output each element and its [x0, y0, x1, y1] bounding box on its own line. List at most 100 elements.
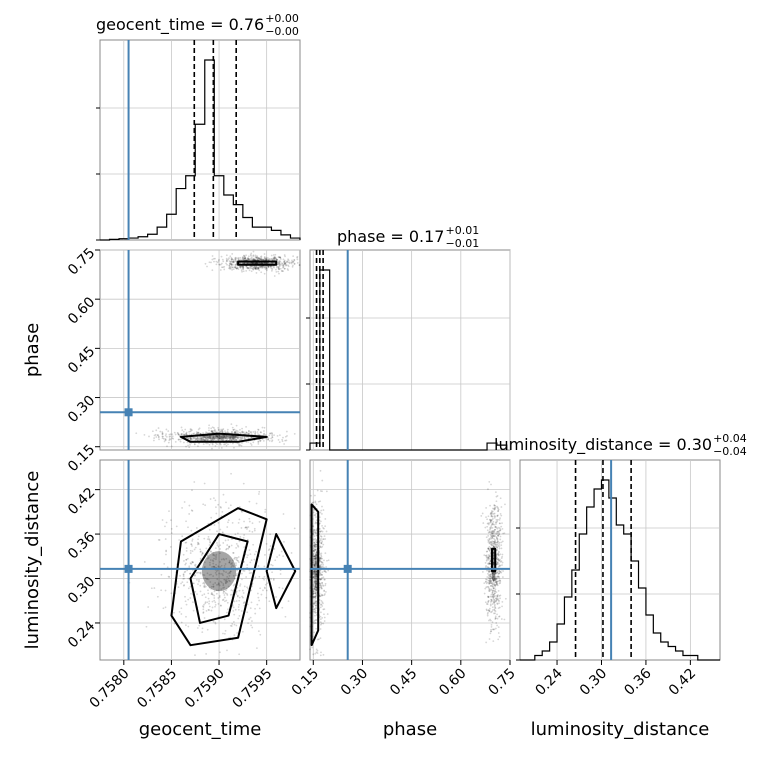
sample-point	[313, 555, 316, 558]
sample-point	[267, 265, 270, 268]
sample-point	[241, 436, 244, 439]
sample-point	[278, 586, 281, 589]
sample-point	[490, 630, 493, 633]
sample-point	[496, 549, 499, 551]
contour-line	[265, 533, 297, 610]
sample-point	[324, 569, 326, 572]
sample-point	[221, 436, 224, 439]
sample-point	[498, 547, 501, 550]
sample-point	[491, 577, 493, 580]
sample-point	[228, 545, 231, 548]
sample-point	[320, 622, 323, 625]
sample-point	[148, 435, 150, 438]
sample-point	[233, 436, 236, 439]
sample-point	[494, 578, 496, 580]
sample-point	[498, 606, 501, 609]
sample-point	[314, 601, 317, 603]
histogram-geocent_time	[100, 59, 301, 241]
sample-point	[489, 562, 491, 565]
sample-point	[214, 434, 217, 437]
sample-point	[488, 588, 491, 591]
sample-point	[216, 435, 219, 438]
sample-point	[314, 563, 317, 566]
sample-point	[238, 266, 241, 268]
sample-point	[498, 595, 501, 597]
sample-point	[168, 576, 171, 578]
sample-point	[218, 594, 221, 597]
sample-point	[489, 518, 491, 521]
sample-point	[226, 601, 229, 604]
sample-point	[312, 530, 315, 533]
sample-point	[319, 578, 322, 581]
sample-point	[496, 594, 498, 597]
sample-point	[278, 256, 281, 259]
sample-point	[229, 263, 232, 266]
sample-point	[190, 543, 193, 546]
sample-point	[496, 580, 498, 583]
sample-point	[281, 440, 284, 443]
sample-point	[246, 554, 249, 557]
sample-point	[490, 626, 493, 628]
sample-point	[219, 548, 221, 550]
sample-point	[273, 258, 276, 261]
sample-point	[196, 593, 198, 596]
sample-point	[240, 269, 243, 272]
sample-point	[237, 561, 240, 564]
sample-point	[183, 441, 185, 444]
sample-point	[491, 573, 494, 575]
sample-point	[492, 507, 494, 510]
sample-point	[495, 578, 497, 580]
sample-point	[312, 529, 315, 532]
sample-point	[226, 260, 228, 263]
sample-point	[487, 596, 490, 599]
sample-point	[314, 652, 317, 655]
sample-point	[493, 504, 496, 506]
sample-point	[492, 628, 494, 631]
sample-point	[228, 267, 230, 270]
sample-point	[313, 563, 316, 566]
sample-point	[313, 595, 316, 598]
sample-point	[241, 270, 243, 273]
sample-point	[315, 572, 317, 575]
sample-point	[159, 430, 162, 433]
sample-point	[314, 604, 317, 607]
sample-point	[264, 262, 266, 264]
sample-point	[224, 563, 227, 565]
sample-point	[210, 551, 213, 553]
sample-point	[488, 542, 491, 545]
sample-point	[265, 596, 268, 599]
sample-point	[254, 258, 257, 261]
sample-point	[315, 582, 317, 585]
sample-point	[490, 582, 493, 585]
sample-point	[269, 265, 272, 268]
sample-point	[496, 602, 499, 605]
sample-point	[225, 589, 227, 592]
sample-point	[320, 573, 322, 576]
sample-point	[225, 501, 227, 504]
sample-point	[215, 573, 218, 576]
sample-point	[215, 555, 217, 558]
sample-point	[226, 575, 229, 578]
sample-point	[498, 533, 501, 536]
sample-point	[215, 263, 218, 266]
sample-point	[315, 529, 318, 532]
sample-point	[500, 541, 503, 544]
sample-point	[313, 555, 316, 558]
sample-point	[313, 620, 316, 622]
sample-point	[314, 494, 316, 497]
sample-point	[239, 431, 241, 434]
sample-point	[211, 559, 214, 562]
sample-point	[485, 569, 488, 572]
sample-point	[177, 586, 180, 589]
sample-point	[241, 431, 243, 433]
sample-point	[193, 443, 196, 445]
sample-point	[313, 545, 316, 548]
sample-point	[319, 615, 322, 618]
sample-point	[243, 546, 246, 549]
sample-point	[486, 522, 489, 525]
sample-point	[203, 574, 206, 577]
sample-point	[288, 261, 291, 264]
sample-point	[190, 563, 193, 565]
sample-point	[190, 428, 193, 431]
sample-point	[231, 559, 234, 562]
